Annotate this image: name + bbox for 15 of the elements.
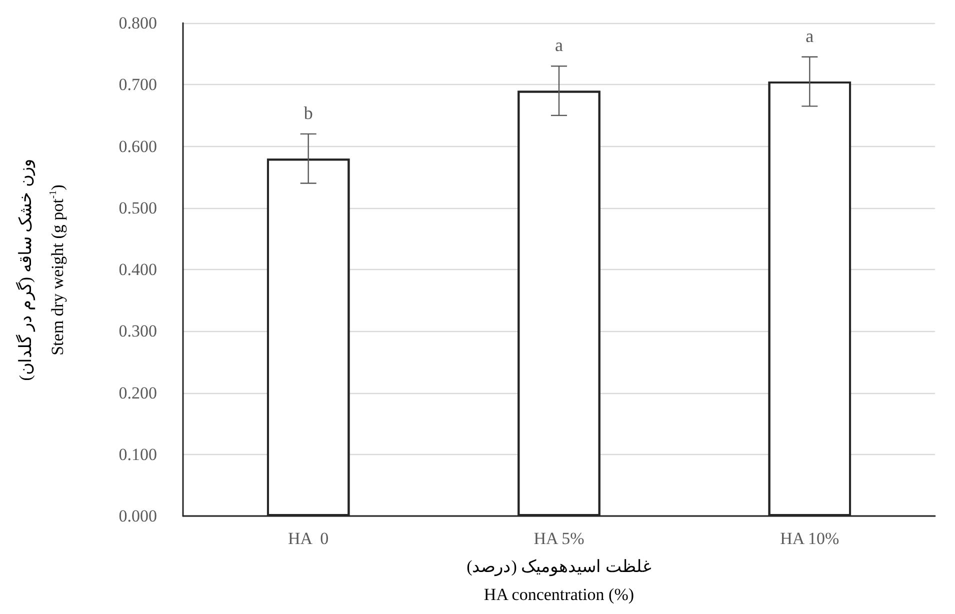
y-tick-label: 0.300 (118, 322, 157, 341)
y-tick-label: 0.400 (118, 260, 157, 279)
y-tick-label: 0.100 (118, 444, 157, 464)
y-tick-label: 0.200 (118, 383, 157, 402)
x-tick-label: HA 10% (780, 529, 840, 548)
annotation: b (304, 102, 313, 123)
annotation: a (806, 26, 814, 46)
y-tick-label: 0.000 (118, 506, 157, 526)
y-tick-label: 0.800 (118, 14, 157, 32)
y-tick-label: 0.500 (118, 198, 157, 218)
x-tick-label: HA 0 (288, 529, 329, 548)
y-tick-label: 0.600 (118, 136, 157, 156)
annotation: a (555, 35, 563, 56)
y-tick-label: 0.700 (118, 75, 157, 94)
x-tick-label: HA 5% (534, 529, 584, 548)
